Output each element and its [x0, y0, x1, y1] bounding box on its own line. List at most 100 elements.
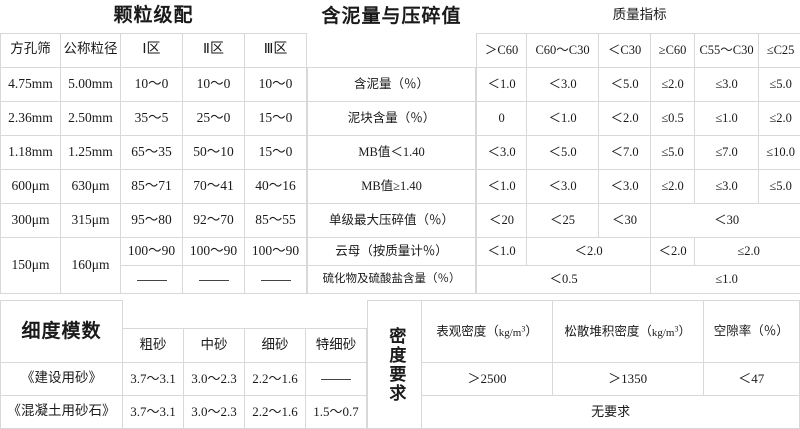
density-requirement-table: 密度要求 表观密度（kg/m3） 松散堆积密度（kg/m3） 空隙率（％） ＞2…: [366, 300, 800, 429]
crush-cell: ＜25: [526, 202, 600, 238]
quality-cell: ＜1.0: [526, 100, 600, 136]
table-row: 0 ＜1.0 ＜2.0 ≤0.5 ≤1.0 ≤2.0: [476, 100, 800, 136]
apparent-sup: 3: [521, 323, 526, 333]
apparent-unit: kg/m3: [499, 323, 526, 339]
quality-cell: ≤1.0: [694, 100, 760, 136]
grading-zone3: 15～0: [243, 100, 308, 136]
fineness-value: 1.5～0.7: [305, 395, 367, 429]
clay-item-crush: 单级最大压碎值（％）: [307, 202, 477, 238]
bulk-sup: 3: [674, 323, 679, 333]
table-row: [1, 264, 308, 294]
grading-zone1: 10～0: [120, 66, 183, 102]
fineness-modulus-table: 细度模数 粗砂 中砂 细砂 特细砂 《建设用砂》 3.7～3.1 3.0～2.3…: [0, 300, 367, 429]
quality-cell: ≤5.0: [758, 66, 800, 102]
grading-nominal: 315μm: [60, 202, 121, 238]
sulfide-cell-left: ＜0.5: [476, 264, 652, 294]
top-section: 颗粒级配 方孔筛 公称粒径 Ⅰ区 Ⅱ区 Ⅲ区 4.75mm 5.00mm 10～…: [0, 0, 800, 294]
density-header-bulk: 松散堆积密度（kg/m3）: [551, 300, 704, 363]
dash-mark: [198, 279, 229, 281]
table-row: ＜1.0 ＜2.0 ＜2.0 ≤2.0: [476, 236, 800, 266]
grading-table: 颗粒级配 方孔筛 公称粒径 Ⅰ区 Ⅱ区 Ⅲ区 4.75mm 5.00mm 10～…: [0, 0, 308, 294]
density-header-void: 空隙率（％）: [702, 300, 800, 363]
grading-zone1: 85～71: [120, 168, 183, 204]
table-row: ＜1.0 ＜3.0 ＜3.0 ≤2.0 ≤3.0 ≤5.0: [476, 168, 800, 204]
clay-spacer: [308, 33, 476, 67]
grading-sieve: 300μm: [0, 202, 61, 238]
quality-header-c60-c30: C60～C30: [526, 32, 600, 68]
quality-header-le-c25: ≤C25: [758, 32, 800, 68]
grading-zone1: 95～80: [120, 202, 183, 238]
fineness-header-superfine: 特细砂: [305, 328, 367, 363]
grading-zone3: 10～0: [243, 66, 308, 102]
sulfide-cell-right: ≤1.0: [650, 264, 800, 294]
crush-cell: ＜20: [476, 202, 528, 238]
grading-zone1-empty: [120, 264, 183, 294]
quality-cell: ≤5.0: [758, 168, 800, 204]
table-row: 2.36mm 2.50mm 35～5 25～0 15～0: [0, 100, 308, 136]
quality-cell: ＜1.0: [476, 66, 528, 102]
dash-mark: [260, 279, 291, 281]
density-header-apparent: 表观密度（kg/m3）: [421, 300, 553, 363]
clay-item-lump: 泥块含量（％）: [307, 100, 477, 136]
bulk-unit: kg/m3: [652, 323, 679, 339]
quality-header-lt-c30: ＜C30: [598, 32, 652, 68]
fineness-value: 3.0～2.3: [183, 362, 245, 396]
grading-zone3: 100～90: [243, 236, 308, 266]
grading-zone2: 50～10: [182, 134, 245, 170]
grading-nominal: 1.25mm: [60, 134, 121, 170]
fineness-value: 3.7～3.1: [122, 362, 184, 396]
clay-crush-label-table: 含泥量与压碎值 含泥量（％） 泥块含量（％） MB值＜1.40 MB值≥1.40…: [307, 0, 477, 294]
quality-cell: ≤2.0: [650, 66, 696, 102]
table-row: 《混凝土用砂石》 3.7～3.1 3.0～2.3 2.2～1.6 1.5～0.7: [0, 395, 367, 429]
quality-index-table: 质量指标 ＞C60 C60～C30 ＜C30 ≥C60 C55～C30 ≤C25…: [476, 0, 800, 294]
clay-title: 含泥量与压碎值: [321, 4, 462, 27]
grading-sieve: 4.75mm: [0, 66, 61, 102]
fineness-title: 细度模数: [0, 300, 123, 363]
grading-zone2: 10～0: [182, 66, 245, 102]
grading-zone3: 85～55: [243, 202, 308, 238]
table-row: 4.75mm 5.00mm 10～0 10～0 10～0: [0, 66, 308, 102]
quality-cell: ＜1.0: [476, 168, 528, 204]
grading-zone1: 100～90: [120, 236, 183, 266]
mica-cell-merged: ≤2.0: [694, 236, 800, 266]
mica-cell: ＜1.0: [476, 236, 528, 266]
bulk-close: ）: [678, 323, 692, 339]
quality-cell: ＜3.0: [526, 168, 600, 204]
quality-header-gt-c60: ＞C60: [476, 32, 528, 68]
crush-cell: ＜30: [598, 202, 652, 238]
quality-header-c55-c30: C55～C30: [694, 32, 760, 68]
table-row: 600μm 630μm 85～71 70～41 40～16: [0, 168, 308, 204]
bulk-name: 松散堆积密度（: [564, 323, 652, 339]
clay-item-mb-low: MB值＜1.40: [307, 134, 477, 170]
quality-cell: ＜3.0: [476, 134, 528, 170]
table-row: 《建设用砂》 3.7～3.1 3.0～2.3 2.2～1.6: [0, 362, 367, 396]
density-value-apparent: ＞2500: [421, 362, 553, 396]
density-value-void: ＜47: [702, 362, 800, 396]
quality-header-ge-c60: ≥C60: [650, 32, 696, 68]
grading-zone1: 65～35: [120, 134, 183, 170]
quality-cell: ≤2.0: [758, 100, 800, 136]
grading-zone2: 92～70: [182, 202, 245, 238]
fineness-value: 2.2～1.6: [244, 395, 306, 429]
quality-cell: ≤3.0: [694, 168, 760, 204]
quality-cell: ＜2.0: [598, 100, 652, 136]
fineness-standard-name: 《建设用砂》: [0, 362, 123, 396]
grading-header-sieve: 方孔筛: [0, 32, 61, 68]
quality-cell: ＜5.0: [598, 66, 652, 102]
fineness-header-coarse: 粗砂: [122, 328, 184, 363]
mica-cell-merged: ＜2.0: [526, 236, 652, 266]
table-row: 1.18mm 1.25mm 65～35 50～10 15～0: [0, 134, 308, 170]
grading-sieve: 1.18mm: [0, 134, 61, 170]
dash-mark: [321, 379, 351, 381]
table-row: 300μm 315μm 95～80 92～70 85～55: [0, 202, 308, 238]
fineness-value-dash: [305, 362, 367, 396]
grading-nominal: 630μm: [60, 168, 121, 204]
quality-cell: ≤0.5: [650, 100, 696, 136]
clay-item-mica: 云母（按质量计％）: [307, 236, 477, 266]
quality-title: 质量指标: [612, 7, 667, 24]
mica-cell: ＜2.0: [650, 236, 696, 266]
grading-title: 颗粒级配: [113, 4, 194, 27]
grading-header-nominal: 公称粒径: [60, 32, 121, 68]
grading-zone1: 35～5: [120, 100, 183, 136]
